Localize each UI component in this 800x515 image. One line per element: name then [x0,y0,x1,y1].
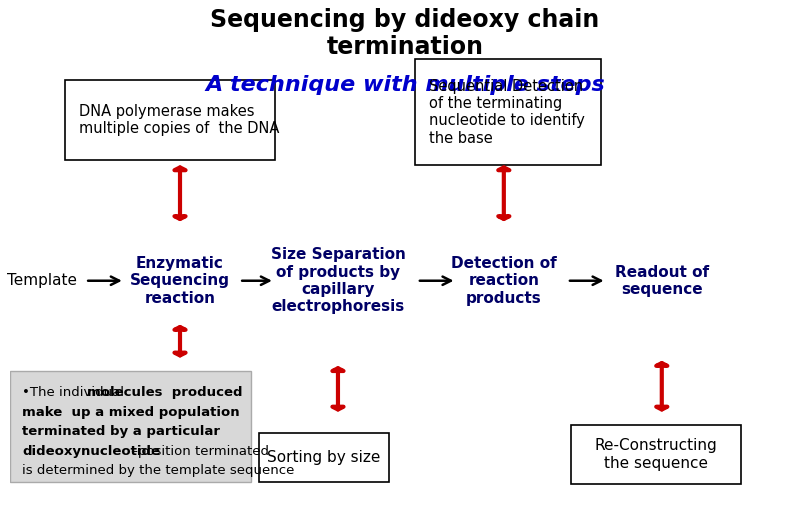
Text: Sorting by size: Sorting by size [267,450,381,465]
FancyBboxPatch shape [571,425,741,484]
FancyBboxPatch shape [259,433,390,482]
Text: Re-Constructing
the sequence: Re-Constructing the sequence [594,438,718,471]
Text: dideoxynucleotide: dideoxynucleotide [22,445,160,458]
Text: Size Separation
of products by
capillary
electrophoresis: Size Separation of products by capillary… [270,247,406,314]
Text: DNA polymerase makes
multiple copies of  the DNA: DNA polymerase makes multiple copies of … [79,104,279,136]
Text: •The individual: •The individual [22,386,128,399]
FancyBboxPatch shape [10,371,251,482]
FancyBboxPatch shape [66,80,274,160]
Text: A technique with multiple steps: A technique with multiple steps [206,75,605,95]
Text: is determined by the template sequence: is determined by the template sequence [22,464,294,476]
Text: Sequencing by dideoxy chain
termination: Sequencing by dideoxy chain termination [210,8,600,60]
Text: –position terminated: –position terminated [127,445,269,458]
Text: Sequential Detection
of the terminating
nucleotide to identify
the base: Sequential Detection of the terminating … [429,78,585,146]
Text: Readout of
sequence: Readout of sequence [614,265,709,297]
Text: make  up a mixed population: make up a mixed population [22,406,240,419]
Text: molecules  produced: molecules produced [87,386,242,399]
Text: Enzymatic
Sequencing
reaction: Enzymatic Sequencing reaction [130,256,230,305]
Text: Detection of
reaction
products: Detection of reaction products [451,256,557,305]
Text: Template: Template [6,273,77,288]
FancyBboxPatch shape [415,59,601,165]
Text: terminated by a particular: terminated by a particular [22,425,220,438]
